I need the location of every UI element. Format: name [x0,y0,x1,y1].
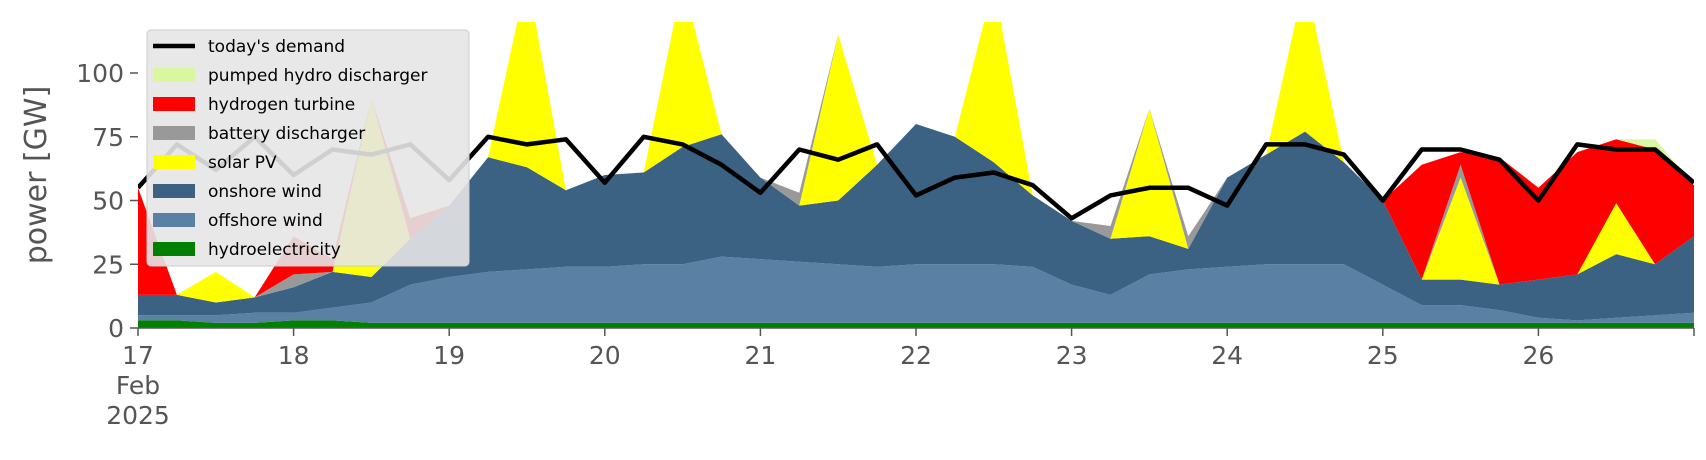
area-hydrogen-turbine [138,22,1694,298]
area-offshore-wind [138,256,1694,323]
x-tick-label-18: 18 [278,341,310,370]
y-tick-label-0: 0 [108,314,124,343]
legend-swatch-hydrogen-turbine [153,97,195,111]
y-tick-label-75: 75 [92,123,124,152]
x-tick-label-20: 20 [589,341,621,370]
legend-label-hydrogen-turbine: hydrogen turbine [208,95,355,115]
y-axis: 0 25 50 75 100 [76,59,138,343]
area-solar-pv [138,22,1694,303]
y-tick-label-100: 100 [76,59,124,88]
legend-label-solar-pv: solar PV [208,153,277,173]
y-tick-label-50: 50 [92,187,124,216]
legend-label-hydroelectricity: hydroelectricity [208,240,341,260]
x-tick-year-label: 2025 [106,401,170,430]
legend-swatch-onshore-wind [153,184,195,198]
x-tick-label-22: 22 [900,341,932,370]
legend-label-today-s-demand: today's demand [208,37,345,57]
x-tick-label-26: 26 [1522,341,1554,370]
x-tick-label-17: 17 [122,341,154,370]
legend-label-offshore-wind: offshore wind [208,211,323,231]
y-axis-title: power [GW] [19,86,54,265]
x-tick-month-label: Feb [116,371,160,400]
area-hydroelectricity [138,320,1694,328]
x-tick-label-21: 21 [744,341,776,370]
x-tick-label-25: 25 [1367,341,1399,370]
area-onshore-wind [138,124,1694,321]
x-tick-label-23: 23 [1056,341,1088,370]
y-tick-label-25: 25 [92,250,124,279]
legend-swatch-solar-pv [153,155,195,169]
legend-swatch-pumped-hydro-discharger [153,68,195,82]
legend-label-battery-discharger: battery discharger [208,124,365,144]
legend-swatch-battery-discharger [153,126,195,140]
legend-swatch-hydroelectricity [153,242,195,256]
legend-label-onshore-wind: onshore wind [208,182,322,202]
legend-label-pumped-hydro-discharger: pumped hydro discharger [208,66,427,86]
legend-swatch-offshore-wind [153,213,195,227]
x-tick-label-19: 19 [433,341,465,370]
legend: today's demand pumped hydro discharger hyd… [146,29,470,267]
area-layers [138,22,1694,328]
x-tick-label-24: 24 [1211,341,1243,370]
legend-box [146,29,470,267]
